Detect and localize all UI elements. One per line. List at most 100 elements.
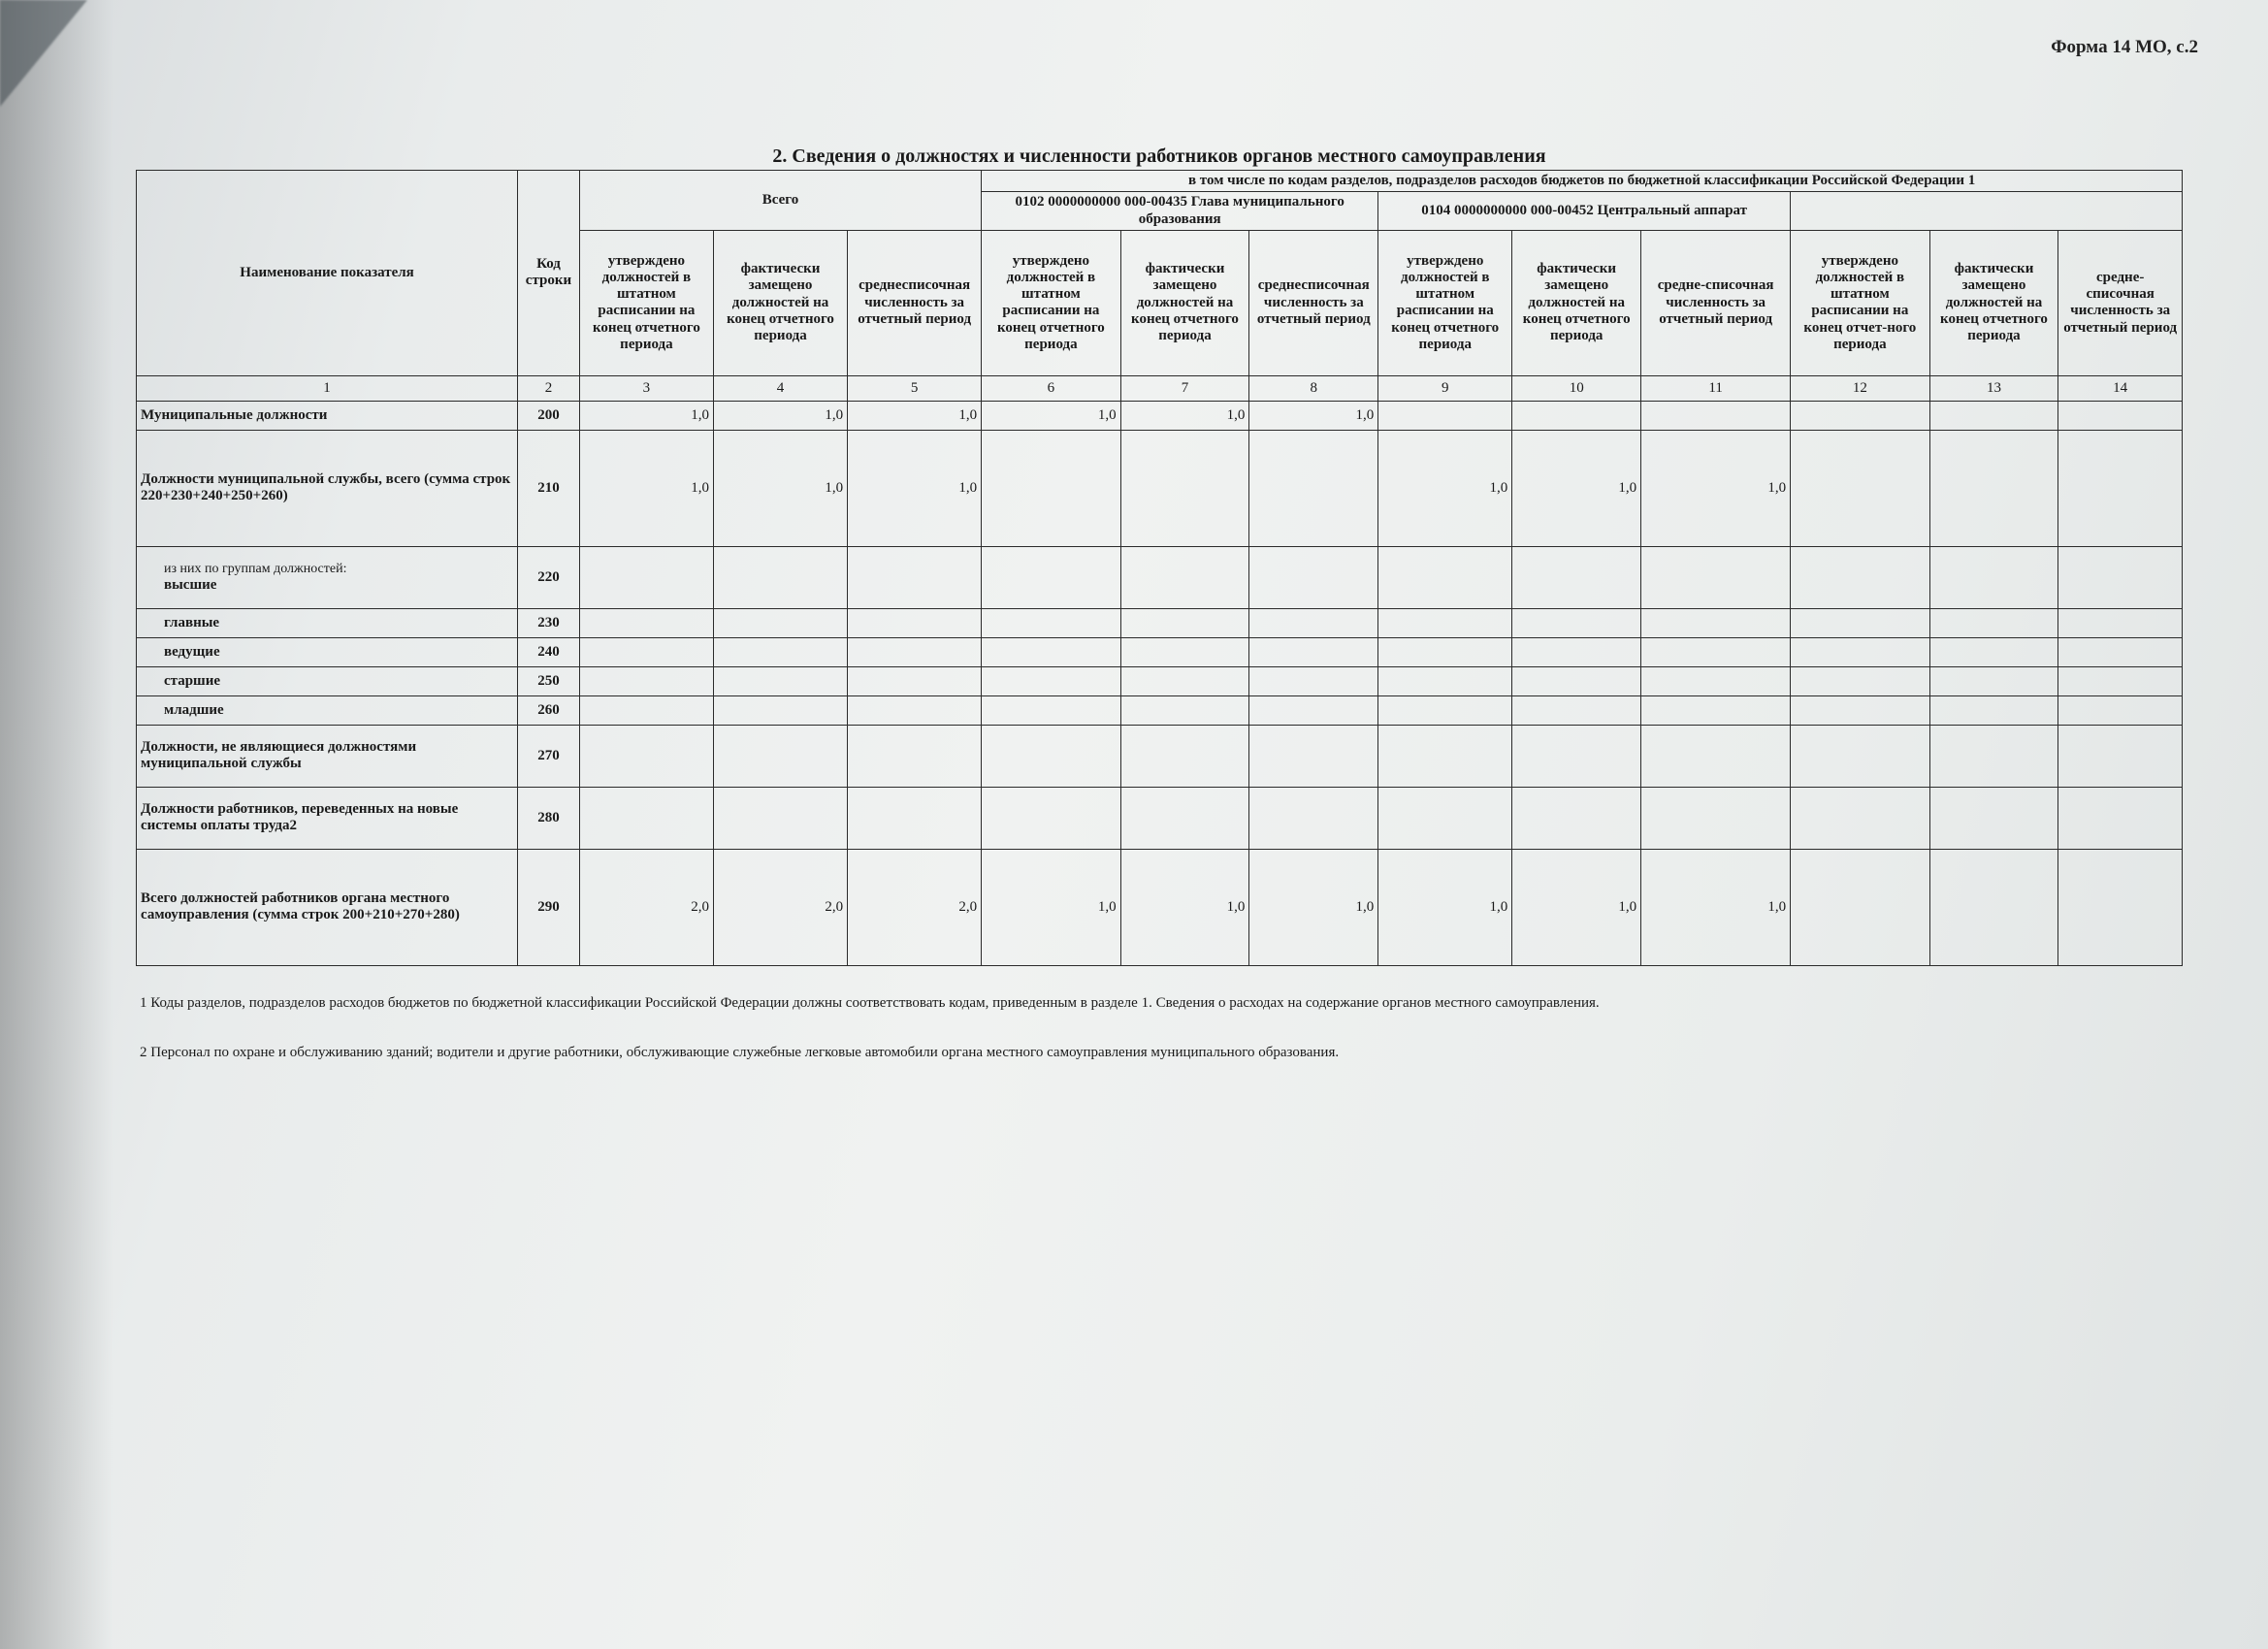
cell <box>1791 546 1929 608</box>
hdr-3: утверждено должностей в штатном расписан… <box>579 230 713 375</box>
cell: 1,0 <box>848 401 982 430</box>
hdr-group3-empty <box>1791 192 2183 231</box>
cell <box>1929 849 2058 965</box>
table-row: младшие260 <box>137 695 2183 725</box>
table-row: главные230 <box>137 608 2183 637</box>
cell: 1,0 <box>1120 849 1249 965</box>
row-name-text: Должности, не являющиеся должностями мун… <box>141 739 416 771</box>
cell <box>1791 849 1929 965</box>
cell <box>1378 546 1512 608</box>
cell <box>1929 608 2058 637</box>
cell <box>1791 401 1929 430</box>
cell <box>579 695 713 725</box>
row-name: старшие <box>137 666 518 695</box>
hdr-group2: 0104 0000000000 000-00452 Центральный ап… <box>1378 192 1791 231</box>
cell <box>982 695 1120 725</box>
cell: 1,0 <box>713 401 847 430</box>
cell: 1,0 <box>579 401 713 430</box>
cell <box>1641 725 1791 787</box>
cell: 1,0 <box>848 430 982 546</box>
cell <box>848 637 982 666</box>
cell: 2,0 <box>579 849 713 965</box>
cell <box>1512 637 1641 666</box>
cell: 1,0 <box>1378 430 1512 546</box>
cell <box>1929 637 2058 666</box>
colnum-2: 2 <box>518 375 580 401</box>
table-row: Должности, не являющиеся должностями мун… <box>137 725 2183 787</box>
cell <box>1120 695 1249 725</box>
cell <box>1791 666 1929 695</box>
cell <box>2058 401 2183 430</box>
cell: 1,0 <box>1378 849 1512 965</box>
cell <box>1249 430 1378 546</box>
cell <box>1378 787 1512 849</box>
cell <box>2058 849 2183 965</box>
row-name: Должности, не являющиеся должностями мун… <box>137 725 518 787</box>
cell <box>1512 787 1641 849</box>
row-name-text: Должности работников, переведенных на но… <box>141 801 458 833</box>
colnum-12: 12 <box>1791 375 1929 401</box>
colnum-10: 10 <box>1512 375 1641 401</box>
hdr-12: утверждено должностей в штатном расписан… <box>1791 230 1929 375</box>
cell <box>2058 637 2183 666</box>
colnum-1: 1 <box>137 375 518 401</box>
cell <box>1929 546 2058 608</box>
cell <box>848 725 982 787</box>
cell <box>1929 401 2058 430</box>
row-name: Должности работников, переведенных на но… <box>137 787 518 849</box>
hdr-14: средне-списочная численность за отчетный… <box>2058 230 2183 375</box>
cell <box>713 725 847 787</box>
main-table: Наименование показателя Код строки Всего… <box>136 170 2183 966</box>
cell <box>848 695 982 725</box>
hdr-note: в том числе по кодам разделов, подраздел… <box>982 171 2183 192</box>
cell <box>1378 401 1512 430</box>
cell <box>1512 725 1641 787</box>
cell <box>982 608 1120 637</box>
colnum-5: 5 <box>848 375 982 401</box>
cell <box>1929 666 2058 695</box>
cell <box>1249 637 1378 666</box>
cell <box>1641 787 1791 849</box>
cell <box>1120 608 1249 637</box>
hdr-5: среднесписочная численность за отчетный … <box>848 230 982 375</box>
colnum-13: 13 <box>1929 375 2058 401</box>
footnote-1: 1 Коды разделов, подразделов расходов бю… <box>140 991 2124 1017</box>
cell <box>1512 401 1641 430</box>
cell <box>1929 695 2058 725</box>
rows-body: Муниципальные должности2001,01,01,01,01,… <box>137 401 2183 965</box>
row-code: 240 <box>518 637 580 666</box>
cell <box>579 608 713 637</box>
cell <box>713 787 847 849</box>
row-code: 200 <box>518 401 580 430</box>
cell: 1,0 <box>579 430 713 546</box>
hdr-group1: 0102 0000000000 000-00435 Глава муниципа… <box>982 192 1378 231</box>
cell <box>1641 546 1791 608</box>
cell <box>713 666 847 695</box>
cell <box>2058 430 2183 546</box>
cell <box>1791 608 1929 637</box>
cell <box>1641 695 1791 725</box>
cell <box>982 637 1120 666</box>
hdr-8: среднесписочная численность за отчетный … <box>1249 230 1378 375</box>
cell <box>1791 787 1929 849</box>
hdr-total: Всего <box>579 171 981 231</box>
left-shadow <box>0 0 126 1649</box>
scanned-page: Форма 14 МО, с.2 2. Сведения о должностя… <box>0 0 2268 1649</box>
cell: 1,0 <box>1641 849 1791 965</box>
row-code: 250 <box>518 666 580 695</box>
row-name: Муниципальные должности <box>137 401 518 430</box>
cell <box>579 546 713 608</box>
cell <box>1120 546 1249 608</box>
form-code: Форма 14 МО, с.2 <box>2051 37 2198 58</box>
hdr-7: фактически замещено должностей на конец … <box>1120 230 1249 375</box>
cell <box>1641 401 1791 430</box>
row-name-text: ведущие <box>164 644 220 660</box>
row-name-text: младшие <box>164 702 224 718</box>
cell: 1,0 <box>1641 430 1791 546</box>
hdr-9: утверждено должностей в штатном расписан… <box>1378 230 1512 375</box>
cell <box>982 666 1120 695</box>
cell: 2,0 <box>713 849 847 965</box>
cell <box>1512 695 1641 725</box>
hdr-4: фактически замещено должностей на конец … <box>713 230 847 375</box>
header-row-1: Наименование показателя Код строки Всего… <box>137 171 2183 192</box>
